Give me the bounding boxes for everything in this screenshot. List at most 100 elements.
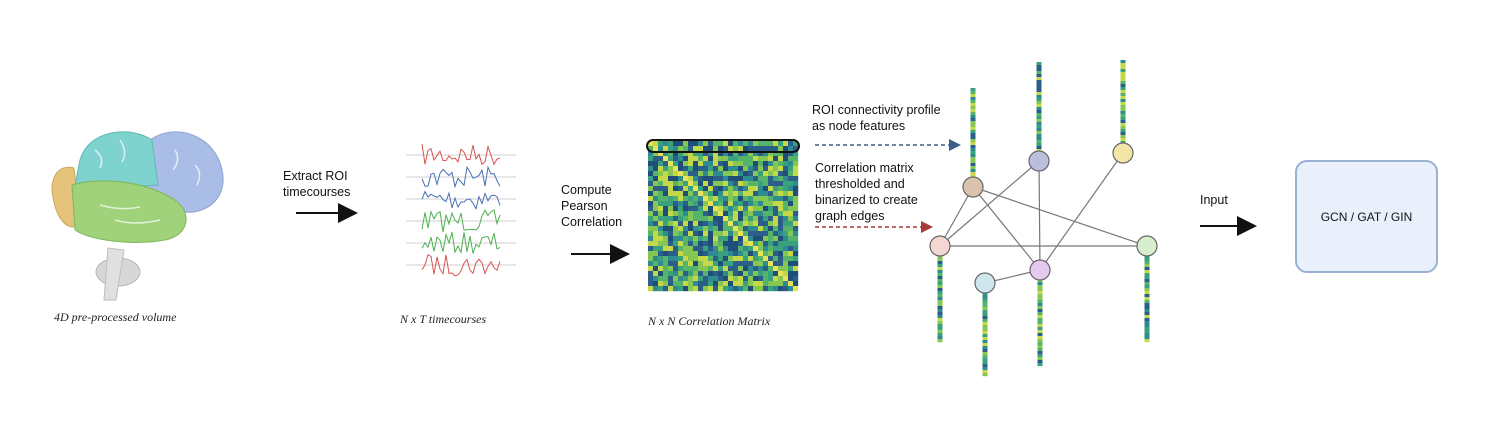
- matrix-cell: [663, 156, 669, 162]
- matrix-cell: [733, 216, 739, 222]
- node-feature-segment: [937, 255, 943, 259]
- matrix-cell: [773, 256, 779, 262]
- matrix-cell: [693, 221, 699, 227]
- matrix-cell: [788, 216, 794, 222]
- matrix-cell: [738, 261, 744, 267]
- node-feature-segment: [970, 124, 976, 128]
- matrix-cell: [673, 151, 679, 157]
- matrix-cell: [708, 141, 714, 147]
- matrix-cell: [648, 231, 654, 237]
- node-feature-segment: [1120, 84, 1126, 88]
- matrix-cell: [683, 156, 689, 162]
- matrix-cell: [703, 141, 709, 147]
- matrix-cell: [768, 236, 774, 242]
- matrix-cell: [688, 211, 694, 217]
- matrix-cell: [758, 231, 764, 237]
- matrix-cell: [678, 271, 684, 277]
- node-feature-segment: [937, 309, 943, 313]
- matrix-cell: [738, 171, 744, 177]
- matrix-cell: [713, 236, 719, 242]
- matrix-cell: [683, 171, 689, 177]
- matrix-cell: [788, 271, 794, 277]
- timecourse-signal: [421, 209, 501, 232]
- matrix-cell: [768, 161, 774, 167]
- model-box[interactable]: GCN / GAT / GIN: [1295, 160, 1438, 273]
- node-feature-segment: [1036, 131, 1042, 135]
- matrix-cell: [683, 281, 689, 287]
- matrix-cell: [653, 191, 659, 197]
- matrix-cell: [738, 211, 744, 217]
- matrix-cell: [663, 271, 669, 277]
- matrix-cell: [648, 251, 654, 257]
- matrix-cell: [648, 276, 654, 282]
- matrix-cell: [703, 171, 709, 177]
- matrix-cell: [743, 251, 749, 257]
- matrix-cell: [708, 261, 714, 267]
- matrix-cell: [733, 251, 739, 257]
- matrix-cell: [763, 156, 769, 162]
- matrix-cell: [703, 146, 709, 152]
- matrix-cell: [698, 161, 704, 167]
- node-feature-segment: [1144, 267, 1150, 271]
- matrix-cell: [788, 221, 794, 227]
- matrix-cell: [768, 191, 774, 197]
- graph-edge: [939, 186, 974, 247]
- node-feature-segment: [1144, 294, 1150, 298]
- matrix-cell: [708, 286, 714, 292]
- node-feature-segment: [937, 264, 943, 268]
- matrix-cell: [708, 281, 714, 287]
- matrix-cell: [733, 236, 739, 242]
- matrix-cell: [688, 196, 694, 202]
- matrix-cell: [683, 141, 689, 147]
- extract-label: Extract ROI timecourses: [283, 169, 351, 199]
- node-feature-segment: [970, 145, 976, 149]
- node-feature-segment: [1036, 80, 1042, 84]
- matrix-cell: [778, 146, 784, 152]
- matrix-cell: [658, 166, 664, 172]
- matrix-cell: [768, 186, 774, 192]
- matrix-cell: [728, 146, 734, 152]
- node-feature-segment: [1144, 336, 1150, 340]
- node-feature-segment: [1144, 312, 1150, 316]
- matrix-cell: [718, 211, 724, 217]
- matrix-cell: [728, 166, 734, 172]
- matrix-cell: [673, 186, 679, 192]
- matrix-cell: [658, 176, 664, 182]
- matrix-cell: [748, 156, 754, 162]
- matrix-cell: [753, 181, 759, 187]
- node-feature-segment: [970, 151, 976, 155]
- matrix-cell: [763, 161, 769, 167]
- matrix-cell: [763, 271, 769, 277]
- matrix-cell: [783, 221, 789, 227]
- matrix-cell: [763, 236, 769, 242]
- matrix-cell: [773, 181, 779, 187]
- matrix-cell: [653, 206, 659, 212]
- matrix-cell: [793, 276, 799, 282]
- node-feature-segment: [1036, 137, 1042, 141]
- matrix-cell: [668, 216, 674, 222]
- matrix-cell: [723, 141, 729, 147]
- matrix-cell: [708, 206, 714, 212]
- matrix-cell: [753, 266, 759, 272]
- matrix-cell: [793, 281, 799, 287]
- node-feature-segment: [1036, 107, 1042, 111]
- matrix-cell: [698, 216, 704, 222]
- matrix-cell: [698, 221, 704, 227]
- matrix-cell: [668, 261, 674, 267]
- matrix-cell: [743, 171, 749, 177]
- node-feature-segment: [1037, 333, 1043, 337]
- matrix-cell: [653, 246, 659, 252]
- node-feature-segment: [1036, 101, 1042, 105]
- node-feature-segment: [970, 172, 976, 176]
- matrix-cell: [703, 196, 709, 202]
- matrix-cell: [718, 181, 724, 187]
- matrix-cell: [733, 146, 739, 152]
- matrix-cell: [763, 251, 769, 257]
- matrix-cell: [713, 221, 719, 227]
- matrix-cell: [788, 286, 794, 292]
- matrix-cell: [658, 241, 664, 247]
- matrix-cell: [703, 156, 709, 162]
- matrix-cell: [728, 256, 734, 262]
- matrix-cell: [678, 206, 684, 212]
